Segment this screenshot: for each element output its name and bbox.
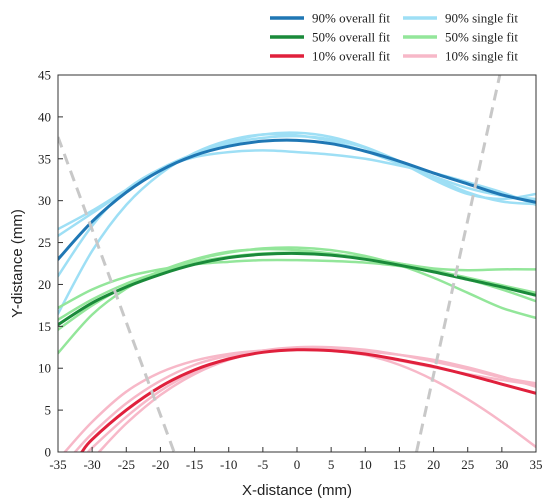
x-tick-label: -5 [257,457,268,472]
reference-dashed-line [415,75,502,452]
y-tick-label: 35 [38,151,51,166]
y-tick-label: 20 [38,277,51,292]
series-line-3 [58,149,536,278]
legend-label: 90% single fit [445,11,518,26]
legend-label: 50% overall fit [312,30,390,45]
series-line-5 [58,251,536,327]
x-tick-label: 15 [393,457,406,472]
y-tick-label: 40 [38,109,51,124]
x-tick-label: 30 [495,457,508,472]
reference-dashed-line [58,136,176,452]
x-tick-label: 35 [530,457,543,472]
legend-item: 50% overall fit [270,30,390,45]
x-tick-label: 5 [328,457,335,472]
legend-label: 50% single fit [445,30,518,45]
series-line-8 [58,246,536,331]
x-tick-label: 0 [294,457,301,472]
legend-item: 10% overall fit [270,49,390,64]
x-tick-label: 10 [359,457,372,472]
x-tick-label: 20 [427,457,440,472]
series-line-10 [80,348,536,452]
series-layer [58,75,536,452]
x-tick-label: -35 [49,457,66,472]
x-tick-label: -25 [118,457,135,472]
series-line-12 [97,346,536,452]
series-line-2 [58,132,536,316]
y-tick-label: 0 [45,445,52,460]
x-tick-label: -10 [220,457,237,472]
legend-label: 10% single fit [445,49,518,64]
series-line-0 [58,138,536,261]
x-tick-label: -30 [83,457,100,472]
legend: 90% overall fit 90% single fit 50% overall… [270,11,518,64]
legend-label: 90% overall fit [312,11,390,26]
legend-label: 10% overall fit [312,49,390,64]
legend-item: 90% overall fit [270,11,390,26]
x-tick-label: 25 [461,457,474,472]
series-line-11 [73,347,536,452]
legend-item: 10% single fit [403,49,518,64]
x-axis-title: X-distance (mm) [242,482,352,499]
legend-item: 50% single fit [403,30,518,45]
y-axis-title: Y-distance (mm) [9,209,26,318]
series-line-6 [58,247,536,355]
y-tick-label: 45 [38,68,51,83]
y-tick-label: 10 [38,361,51,376]
x-tick-label: -15 [186,457,203,472]
series-line-13 [63,348,536,452]
series-line-14 [87,345,536,452]
y-tick-label: 30 [38,193,51,208]
legend-item: 90% single fit [403,11,518,26]
ticks-layer: -35 -30 -25 -20 -15 -10 -5 0 5 10 15 20 25 30 35 0 5 10 15… [38,68,543,473]
y-tick-label: 25 [38,235,51,250]
y-tick-label: 15 [38,319,51,334]
plot-frame [57,74,537,453]
y-tick-label: 5 [45,403,52,418]
x-tick-label: -20 [152,457,169,472]
